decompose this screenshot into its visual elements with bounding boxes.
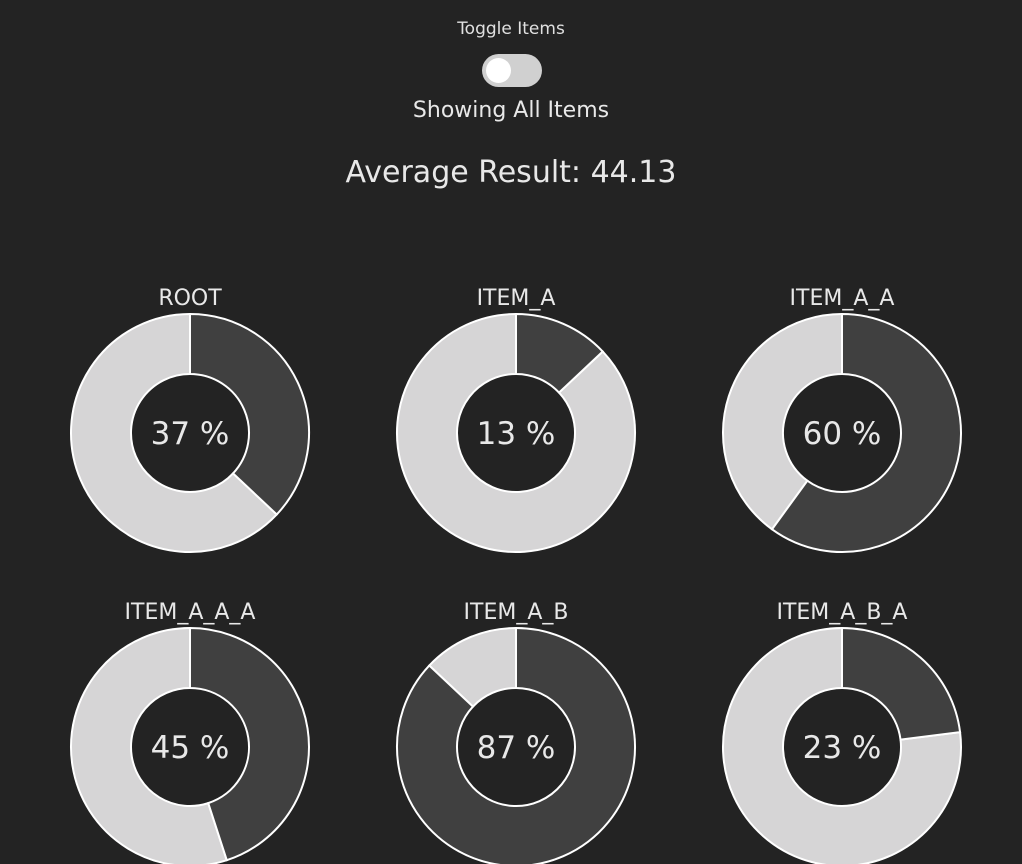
donut-remaining-slice-root[interactable] [70,312,279,553]
donut-value-slice-item-a-b[interactable] [396,626,636,864]
donut-value-slice-item-a-a-a[interactable] [189,626,310,862]
toggle-knob[interactable] [486,58,511,83]
donut-remaining-slice-item-a[interactable] [396,312,636,553]
average-result-label: Average Result: [345,155,582,190]
donut-value-label-item-a-b: 87 % [477,730,556,766]
donut-remaining-slice-item-a-a-a[interactable] [70,626,229,864]
average-result: Average Result: 44.13 [0,155,1022,190]
donut-remaining-slice-item-a-a[interactable] [722,312,843,531]
average-result-value: 44.13 [590,155,677,190]
donut-remaining-slice-item-a-b-a[interactable] [722,626,962,864]
donut-root: ROOT 37 % [70,286,310,553]
donut-value-slice-item-a-b-a[interactable] [841,626,962,741]
donut-value-slice-root[interactable] [189,312,310,516]
toggle-items-switch[interactable] [482,54,542,87]
donut-item-a: ITEM_A 13 % [396,286,636,553]
donut-value-label-root: 37 % [151,416,230,452]
donut-title-item-a: ITEM_A [477,286,556,311]
donut-title-item-a-a: ITEM_A_A [790,286,895,311]
donut-title-item-a-b: ITEM_A_B [464,600,569,625]
donut-title-item-a-b-a: ITEM_A_B_A [776,600,907,625]
donut-value-slice-item-a[interactable] [515,312,605,395]
donut-title-item-a-a-a: ITEM_A_A_A [125,600,256,625]
donut-item-a-a-a: ITEM_A_A_A 45 % [70,600,310,864]
donut-value-label-item-a-a-a: 45 % [151,730,230,766]
donut-item-a-b-a: ITEM_A_B_A 23 % [722,600,962,864]
donut-value-slice-item-a-a[interactable] [770,312,962,553]
donut-item-a-a: ITEM_A_A 60 % [722,286,962,553]
donut-item-a-b: ITEM_A_B 87 % [396,600,636,864]
donut-value-label-item-a: 13 % [477,416,556,452]
donut-value-label-item-a-a: 60 % [803,416,882,452]
donut-value-label-item-a-b-a: 23 % [803,730,882,766]
showing-status-text: Showing All Items [412,98,610,123]
toggle-label: Toggle Items [457,19,565,39]
donut-title-root: ROOT [158,286,222,311]
